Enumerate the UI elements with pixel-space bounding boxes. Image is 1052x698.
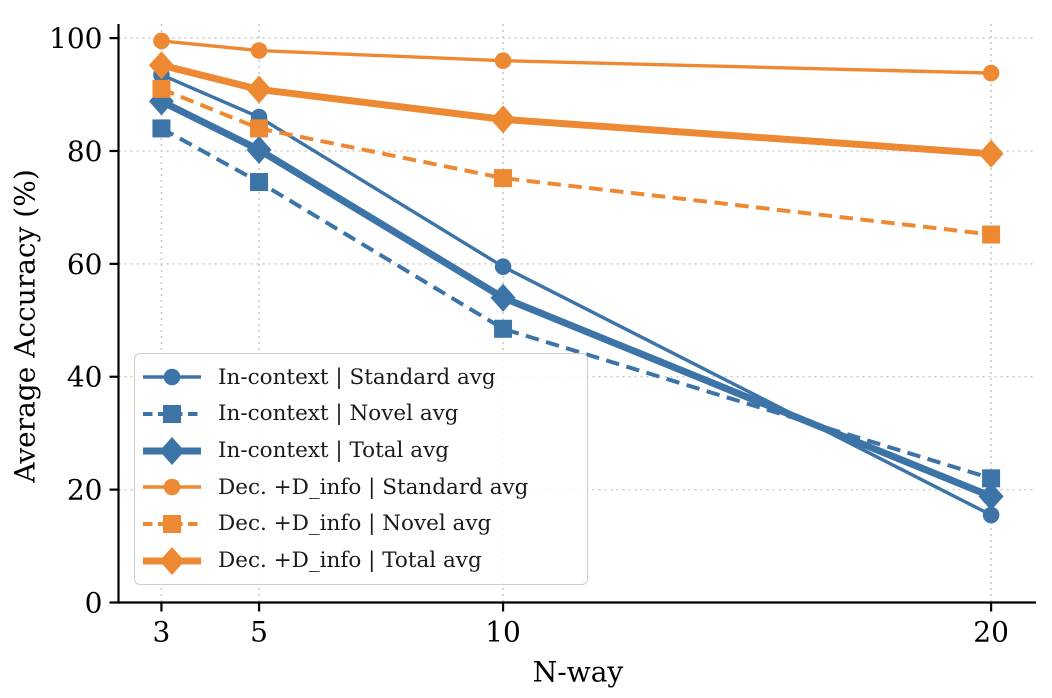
legend-label: Dec. +D_info | Standard avg [218,474,529,500]
x-axis-label: N-way [532,655,624,689]
data-point-square [494,169,513,188]
data-point-diamond [978,482,1004,511]
legend-item: In-context | Total avg [141,434,579,468]
legend-label: In-context | Novel avg [218,401,459,427]
data-point-circle [982,506,1000,524]
legend-marker-diamond [143,546,201,575]
y-axis-label: Average Accuracy (%) [8,169,42,483]
legend-item: In-context | Standard avg [141,360,579,394]
y-tick-label: 40 [67,361,103,394]
data-point-square [152,119,171,138]
series-5 [148,51,1004,168]
data-point-diamond [159,546,185,575]
series-line [161,39,992,75]
data-point-circle [163,369,181,386]
series-1 [152,119,1001,488]
legend-marker-circle [143,478,201,496]
data-point-square [163,404,181,423]
y-tick-label: 20 [67,474,103,507]
data-point-diamond [246,135,272,164]
data-point-circle [250,42,268,59]
series-line [160,73,992,517]
data-point-square [152,79,171,98]
y-tick-label: 0 [85,587,103,620]
data-point-square [494,319,513,338]
x-tick-label: 10 [485,616,521,649]
legend-label: In-context | Standard avg [218,364,496,390]
series-3 [153,32,1000,82]
data-point-square [982,469,1001,488]
series-line [160,87,992,237]
data-point-diamond [978,139,1004,168]
legend-marker-circle [143,369,201,386]
legend-item: Dec. +D_info | Total avg [141,544,579,578]
y-tick-label: 60 [67,248,103,281]
data-point-square [250,119,269,138]
data-point-square [163,514,181,533]
legend-label: In-context | Total avg [218,438,449,464]
data-point-circle [163,478,181,496]
legend-marker-square [143,404,201,423]
legend-label: Dec. +D_info | Novel avg [218,511,492,537]
data-point-diamond [159,436,185,465]
data-point-circle [153,32,170,50]
legend-label: Dec. +D_info | Total avg [218,548,482,574]
legend-item: Dec. +D_info | Standard avg [141,470,579,504]
series-line [160,126,992,481]
x-tick-label: 20 [973,616,1009,649]
x-tick-label: 5 [250,616,268,649]
y-tick-label: 80 [67,135,103,168]
data-point-diamond [490,283,516,312]
legend: In-context | Standard avg In-context | No… [134,353,588,585]
series-2 [148,87,1004,511]
y-tick-label: 100 [49,22,102,55]
legend-marker-diamond [143,436,201,465]
axes [109,24,1036,612]
data-point-circle [494,258,512,275]
legend-item: In-context | Novel avg [141,397,579,431]
data-point-circle [494,52,512,69]
data-point-diamond [246,75,272,104]
legend-item: Dec. +D_info | Novel avg [141,507,579,541]
x-tick-label: 3 [153,616,171,649]
series-line [159,98,993,500]
data-point-square [982,225,1001,244]
data-point-circle [982,64,1000,82]
legend-marker-square [143,514,201,533]
data-point-square [250,173,269,192]
series-line [160,61,992,158]
series-4 [152,79,1001,244]
data-point-diamond [148,51,174,80]
data-point-diamond [490,105,516,134]
